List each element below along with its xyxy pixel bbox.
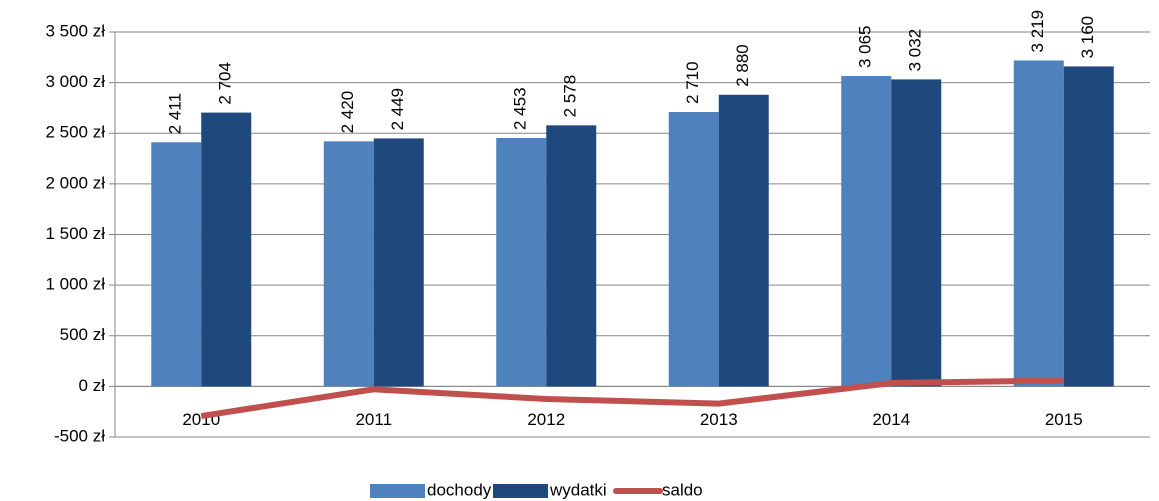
x-tick-label: 2014 [872,410,910,429]
value-label: 2 578 [561,75,580,118]
value-label: 2 710 [683,61,702,104]
x-tick-label: 2013 [700,410,738,429]
value-label: 3 065 [856,25,875,68]
value-label: 2 411 [166,93,185,134]
value-label: 2 880 [733,44,752,87]
value-label: 2 704 [216,62,235,105]
bar [668,111,719,387]
x-tick-label: 2011 [355,410,392,429]
value-label: 3 160 [1078,16,1097,59]
bar [1013,60,1064,387]
y-tick-label: 2 500 zł [45,123,105,142]
line [200,377,1064,420]
y-tick-label: -500 zł [54,426,105,445]
legend-label: dochody [427,480,492,499]
bar [546,125,597,387]
legend-label: saldo [662,480,703,499]
bar [891,79,942,387]
value-label: 3 219 [1028,10,1047,53]
y-tick-label: 3 000 zł [45,72,105,91]
bar [201,112,252,387]
y-tick-label: 1 500 zł [45,224,105,243]
value-label: 2 453 [511,87,530,130]
x-tick-label: 2015 [1045,410,1083,429]
value-label: 3 032 [906,29,925,72]
y-tick-label: 3 500 zł [45,21,105,40]
y-tick-label: 2 000 zł [45,173,105,192]
legend-swatch [493,484,548,498]
bar [496,138,547,387]
y-tick-label: 0 zł [79,376,106,395]
legend-label: wydatki [549,480,607,499]
value-label: 2 420 [338,91,357,134]
bar [373,138,424,387]
bar [1063,66,1114,387]
y-tick-label: 1 000 zł [45,275,105,294]
bar [718,94,769,387]
y-tick-label: 500 zł [60,325,106,344]
x-tick-label: 2012 [527,410,565,429]
legend-swatch [370,484,425,498]
bar [323,141,374,387]
bar [151,142,202,387]
bar [841,76,892,387]
value-label: 2 449 [388,88,407,131]
